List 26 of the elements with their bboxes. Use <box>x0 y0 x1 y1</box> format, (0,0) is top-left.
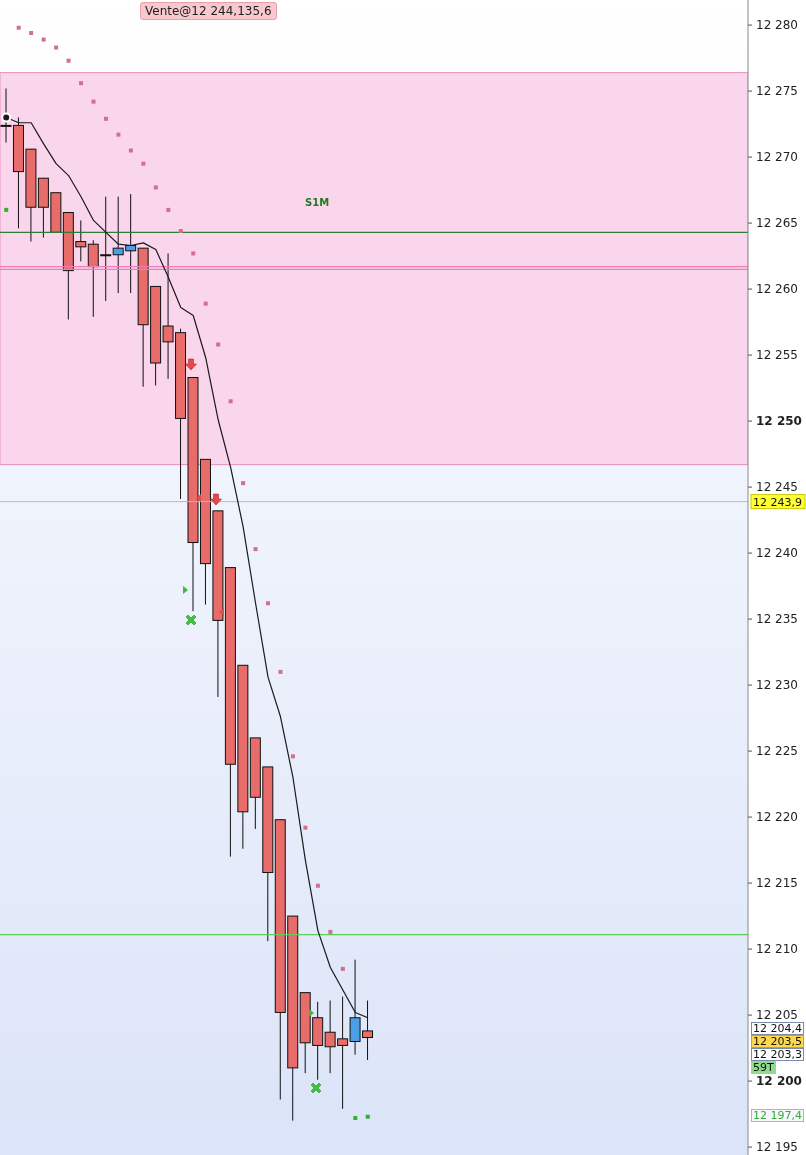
y-tick-label: 12 215 <box>756 876 798 891</box>
y-tick-label: 12 230 <box>756 678 798 693</box>
text: 12 203,5 <box>751 1035 804 1048</box>
y-tick-label: 12 275 <box>756 84 798 99</box>
annotation: Vente@12 244,135,6 <box>140 2 277 20</box>
y-tick-label: 12 235 <box>756 612 798 627</box>
text: 12 197,4 <box>751 1109 804 1122</box>
text: 12 203,3 <box>751 1048 804 1061</box>
y-tick-label: 12 195 <box>756 1140 798 1155</box>
ref-line-label: 12 243,9 <box>753 495 802 509</box>
y-tick-label: 12 270 <box>756 150 798 165</box>
band-label: S1M <box>305 196 330 208</box>
y-tick-label: 12 260 <box>756 282 798 297</box>
text: 59T <box>751 1061 776 1074</box>
y-tick-label: 12 200 <box>756 1074 802 1089</box>
y-tick-label: 12 245 <box>756 480 798 495</box>
y-tick-label: 12 225 <box>756 744 798 759</box>
y-tick-label: 12 265 <box>756 216 798 231</box>
text: 12 204,4 <box>751 1022 804 1035</box>
y-tick-label: 12 210 <box>756 942 798 957</box>
y-tick-label: 12 250 <box>756 414 802 429</box>
y-tick-label: 12 205 <box>756 1008 798 1023</box>
y-tick-label: 12 240 <box>756 546 798 561</box>
y-tick-label: 12 255 <box>756 348 798 363</box>
y-tick-label: 12 220 <box>756 810 798 825</box>
y-tick-label: 12 280 <box>756 18 798 33</box>
